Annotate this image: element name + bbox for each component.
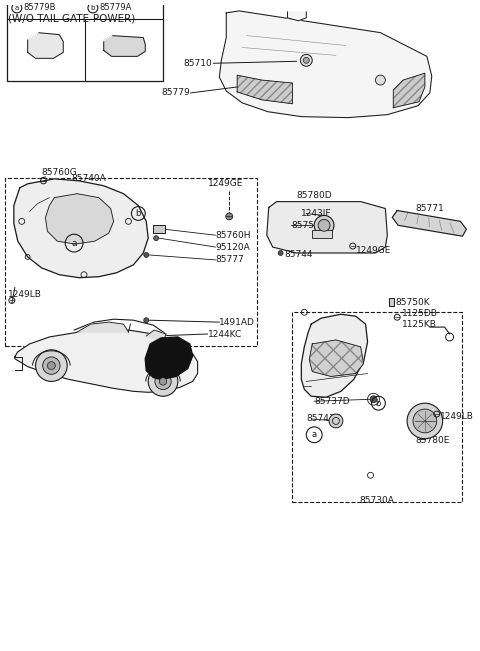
Text: 85730A: 85730A	[359, 495, 394, 505]
Circle shape	[154, 236, 158, 241]
Text: 85760H: 85760H	[216, 230, 251, 240]
Polygon shape	[393, 73, 425, 107]
Polygon shape	[145, 337, 192, 380]
Text: 85771: 85771	[415, 204, 444, 213]
Polygon shape	[237, 75, 292, 104]
Text: a: a	[72, 239, 77, 247]
Text: 1491AD: 1491AD	[219, 318, 255, 327]
Circle shape	[43, 357, 60, 374]
Circle shape	[407, 403, 443, 439]
Polygon shape	[219, 11, 432, 118]
FancyBboxPatch shape	[312, 230, 332, 238]
Text: 1125DB: 1125DB	[402, 309, 438, 318]
FancyBboxPatch shape	[389, 298, 394, 307]
Text: 1125KB: 1125KB	[402, 320, 437, 329]
Text: 85755D: 85755D	[291, 221, 327, 230]
Polygon shape	[267, 202, 387, 253]
FancyBboxPatch shape	[5, 178, 257, 346]
Polygon shape	[288, 12, 306, 21]
Text: 85740A: 85740A	[71, 174, 106, 183]
Text: 85760G: 85760G	[41, 168, 77, 177]
Polygon shape	[104, 36, 145, 57]
Text: (W/O TAIL GATE-POWER): (W/O TAIL GATE-POWER)	[8, 14, 135, 24]
Circle shape	[159, 378, 167, 385]
Text: b: b	[376, 398, 381, 408]
Text: 85779A: 85779A	[100, 3, 132, 12]
FancyBboxPatch shape	[292, 312, 462, 502]
FancyBboxPatch shape	[153, 225, 165, 233]
Circle shape	[318, 219, 330, 231]
Text: 1249GE: 1249GE	[356, 245, 391, 255]
Circle shape	[144, 253, 149, 257]
Text: 95120A: 95120A	[216, 243, 250, 251]
Circle shape	[155, 373, 171, 389]
Text: a: a	[312, 430, 317, 439]
Text: b: b	[91, 5, 95, 11]
Text: 85710: 85710	[184, 59, 213, 68]
Circle shape	[413, 409, 437, 433]
Circle shape	[300, 55, 312, 66]
Circle shape	[314, 215, 334, 235]
Polygon shape	[28, 33, 63, 59]
Text: a: a	[15, 5, 19, 11]
Text: 85780D: 85780D	[297, 191, 332, 200]
Text: 85780E: 85780E	[415, 436, 449, 445]
Circle shape	[48, 362, 55, 370]
Circle shape	[144, 318, 149, 323]
Text: 85743D: 85743D	[306, 415, 342, 424]
Polygon shape	[146, 330, 166, 342]
Circle shape	[36, 350, 67, 381]
FancyBboxPatch shape	[7, 0, 163, 81]
Circle shape	[278, 251, 283, 255]
Circle shape	[370, 396, 377, 403]
Text: 85744: 85744	[285, 251, 313, 260]
Text: 85779B: 85779B	[24, 3, 56, 12]
Polygon shape	[392, 210, 467, 236]
Text: 1243JF: 1243JF	[301, 209, 332, 218]
Polygon shape	[15, 329, 198, 393]
Polygon shape	[46, 194, 114, 244]
Circle shape	[375, 75, 385, 85]
Text: 1244KC: 1244KC	[207, 329, 242, 339]
Text: b: b	[136, 209, 141, 218]
Polygon shape	[309, 340, 364, 376]
Text: 85777: 85777	[216, 255, 244, 264]
Polygon shape	[14, 179, 148, 278]
Text: 85737D: 85737D	[314, 396, 350, 406]
Circle shape	[303, 57, 309, 63]
Text: 85779: 85779	[161, 89, 190, 98]
Circle shape	[329, 414, 343, 428]
Polygon shape	[77, 322, 129, 332]
Text: 1249LB: 1249LB	[440, 411, 474, 421]
Circle shape	[148, 367, 178, 396]
Text: 1249LB: 1249LB	[8, 290, 42, 299]
Polygon shape	[301, 314, 368, 397]
Text: 85750K: 85750K	[395, 298, 430, 307]
Circle shape	[226, 213, 233, 220]
Text: 1249GE: 1249GE	[207, 179, 243, 188]
